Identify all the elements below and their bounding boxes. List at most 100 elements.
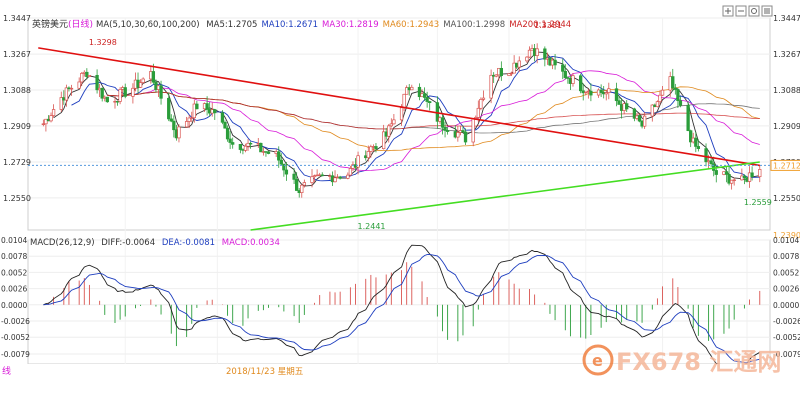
candles [41,43,762,198]
candle-body [64,87,69,101]
macd-y-tick-label: 0.0000 [1,301,27,310]
price-annotation: 1.3381 [534,21,562,30]
candle-body [292,173,296,180]
candle-body [758,169,762,178]
candle-body [655,101,660,108]
candle-body [425,97,429,102]
candle-body [312,175,317,178]
candle-body [225,127,230,140]
candle-body [302,182,306,186]
candle-body [213,109,217,114]
candle-body [686,104,690,132]
candle-body [422,93,427,98]
candle-body [266,151,271,154]
candle-body [238,144,243,150]
macd-y-tick-label-right: -0.0079 [773,350,800,359]
candle-body [282,163,286,171]
bottom-left-label: 线 [2,365,11,377]
trendlines [38,47,760,231]
candle-body [543,48,547,60]
candle-body [443,126,447,131]
candle-body [671,76,675,89]
macd-legend: MACD(26,12,9) DIFF:-0.0064 DEA:-0.0081 M… [30,238,280,248]
candle-body [220,112,225,123]
candle-body [489,74,493,99]
zoom-out-icon[interactable] [735,5,747,17]
candle-body [131,87,135,97]
macd-y-tick-label-right: 0.0052 [773,268,799,277]
cursor-date-label: 2018/11/23 星期五 [226,367,304,377]
candle-body [172,120,176,131]
candle-body [535,48,539,56]
candle-body [284,169,289,175]
candle-body [625,103,629,110]
candle-body [279,159,283,165]
symbol-title: 英镑美元(日线) [32,18,93,30]
candle-body [320,174,324,177]
candle-body [138,82,143,88]
candle-body [471,118,475,143]
candle-body [428,101,432,104]
candle-body [509,72,514,75]
candle-body [732,179,736,182]
y-tick-label-right: 1.3088 [773,86,800,95]
candle-body [709,160,713,165]
candle-body [69,87,74,90]
menu-icon[interactable] [761,5,773,17]
candle-body [499,67,503,76]
y-tick-label: 1.2729 [3,158,31,167]
candle-body [231,142,235,145]
candle-body [456,132,460,138]
candle-body [295,179,299,191]
candle-body [642,115,647,127]
y-tick-label: 1.2909 [3,122,31,131]
macd-y-tick-label: 0.0026 [1,285,27,294]
candle-body [729,179,734,184]
candle-body [100,87,104,99]
candle-body [563,70,567,78]
candle-body [346,174,350,179]
candle-body [479,99,483,109]
y-axis-macd: 0.0104 0.0104 0.0078 0.0078 0.0052 0.0052 0.00… [1,236,800,359]
candle-body [366,151,370,159]
candle-body [714,170,718,175]
candle-body [747,172,752,182]
candle-body [195,103,199,110]
candle-body [696,146,701,149]
candle-body [440,117,445,128]
macd-y-tick-label: -0.0079 [1,350,30,359]
trendline-support [250,161,760,231]
candle-body [243,145,248,151]
candle-body [402,93,406,109]
macd-y-tick-label: -0.0052 [1,333,30,342]
candle-body [417,86,422,98]
candle-body [525,56,529,62]
candle-body [676,89,680,102]
candle-body [750,172,754,178]
macd-y-tick-label-right: 0.0078 [773,252,799,261]
price-annotations: 1.3298 1.3381 1.2441 1.2559 [89,21,772,231]
candle-body [246,142,250,147]
candle-body [348,168,353,176]
candle-body [80,73,84,83]
zoom-in-icon[interactable] [722,5,734,17]
candle-body [607,88,611,93]
candle-body [205,103,209,110]
candle-body [632,108,637,119]
candle-body [463,131,468,143]
macd-y-tick-label-right: 0.0104 [773,236,799,245]
candle-body [192,103,196,119]
candle-body [673,87,677,90]
candle-body [41,123,46,125]
candle-body [300,184,304,194]
macd-y-tick-label-right: -0.0026 [773,317,800,326]
settings-icon[interactable] [748,5,760,17]
candle-body [223,121,227,129]
y-tick-label: 1.3267 [3,50,31,59]
candle-body [512,62,516,74]
candle-body [118,88,122,102]
candle-body [589,90,593,96]
candle-body [742,175,747,179]
candle-body [561,64,565,72]
